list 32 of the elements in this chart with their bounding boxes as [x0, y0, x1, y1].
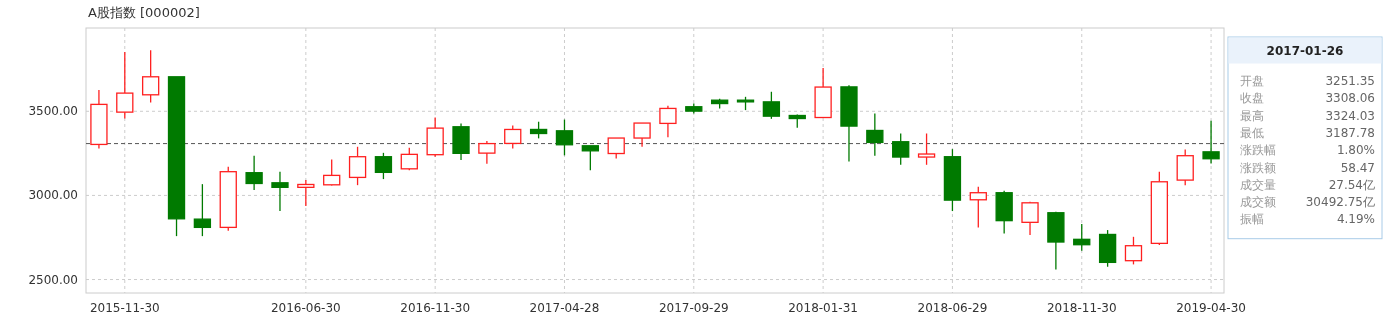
card-value: 3324.03 [1325, 108, 1375, 123]
card-value: 58.47 [1340, 160, 1375, 175]
card-label: 开盘 [1240, 74, 1264, 88]
card-label: 成交量 [1240, 177, 1276, 192]
xtick: 2018-11-30 [1046, 301, 1117, 315]
card-label: 收盘 [1240, 91, 1264, 106]
card-value: 3251.35 [1325, 74, 1375, 88]
card-value: 4.19% [1336, 212, 1375, 227]
ytick: 2500.00 [28, 272, 78, 287]
card-label: 最高 [1240, 108, 1264, 123]
card-value: 3308.06 [1325, 91, 1375, 106]
xtick: 2019-04-30 [1176, 301, 1246, 315]
card-label: 涨跌额 [1240, 160, 1276, 175]
card-label: 成交额 [1240, 195, 1276, 210]
card-value: 30492.75亿 [1305, 195, 1375, 210]
xtick: 2015-11-30 [89, 301, 160, 315]
title: A股指数 [000002] [88, 5, 200, 20]
card-label: 涨跌幅 [1240, 143, 1276, 158]
card-value: 1.80% [1336, 143, 1375, 158]
card-label: 最低 [1240, 125, 1264, 140]
xtick: 2016-11-30 [400, 301, 471, 315]
card-value: 27.54亿 [1328, 177, 1375, 192]
card-title: 2017-01-26 [1266, 44, 1344, 58]
xtick: 2017-09-29 [658, 301, 729, 315]
xtick: 2018-01-31 [788, 301, 858, 315]
xtick: 2018-06-29 [917, 301, 988, 315]
xtick: 2017-04-28 [529, 301, 600, 315]
card-label: 振幅 [1240, 212, 1264, 227]
xtick: 2016-06-30 [270, 301, 341, 315]
card-value: 3187.78 [1325, 125, 1375, 140]
ytick: 3000.00 [28, 188, 78, 203]
ytick: 3500.00 [28, 104, 78, 119]
